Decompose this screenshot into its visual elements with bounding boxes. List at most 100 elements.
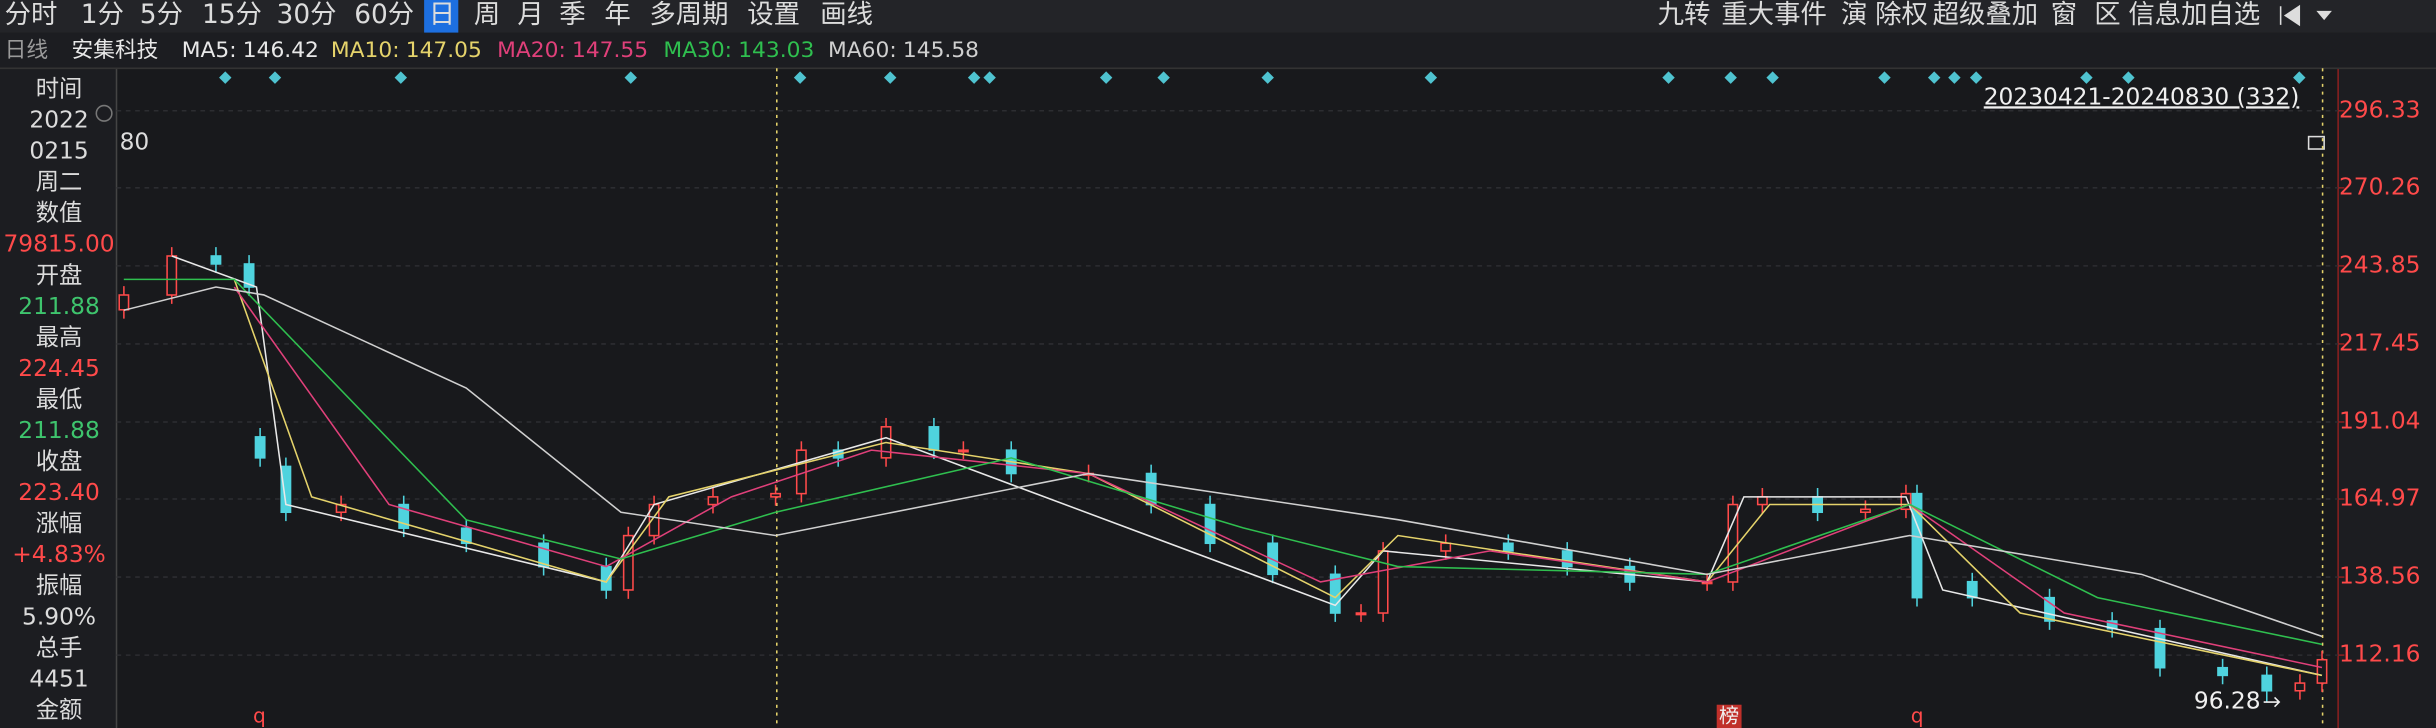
info-item: +4.83%	[12, 541, 106, 568]
low-label: 96.28	[2194, 688, 2261, 715]
dynamic-layer: 分时 1分 5分 15分 30分 60分日周月季年多周期 设置 画线 九转 重大事件演除权 超级叠加…	[3, 0, 2420, 728]
period-tab[interactable]: 画线	[820, 0, 873, 30]
lock-icon[interactable]	[2307, 135, 2325, 150]
period-tab[interactable]: 年	[604, 0, 630, 30]
event-icon	[1948, 71, 1961, 84]
period-tab[interactable]: 季	[559, 0, 585, 30]
period-tab[interactable]: 周	[474, 0, 500, 30]
info-item: 224.45	[18, 355, 100, 382]
candle-body	[1911, 492, 1923, 599]
y-tick-label: 112.16	[2339, 641, 2421, 668]
y-tick-label: 270.26	[2339, 173, 2421, 200]
candle-body	[770, 492, 782, 498]
candle-body	[2261, 674, 2273, 692]
legend-value: 143.03	[738, 38, 814, 63]
candle-body	[166, 255, 178, 296]
event-icon	[2122, 71, 2135, 84]
info-item: 振幅	[36, 572, 83, 599]
period-tab[interactable]: 设置	[747, 0, 800, 30]
candle-body	[1756, 496, 1768, 506]
info-item: 211.88	[18, 293, 100, 320]
info-item: 开盘	[36, 262, 83, 289]
info-item: 5.90%	[22, 603, 96, 630]
candle-body	[1355, 612, 1367, 616]
period-tab[interactable]: 5分	[140, 0, 183, 30]
candle-body	[622, 534, 634, 591]
candle-body	[707, 496, 719, 506]
event-icon	[1157, 71, 1170, 84]
active-tab	[424, 0, 459, 33]
legend-entry: MA10: 147.05	[331, 38, 482, 63]
candle-body	[957, 449, 969, 453]
event-icon	[1261, 71, 1274, 84]
candle-body	[2044, 596, 2055, 622]
candle-body	[460, 527, 472, 545]
ma-line	[123, 286, 2323, 638]
period-tab[interactable]: 月	[517, 0, 543, 30]
event-icon	[1424, 71, 1438, 84]
info-item: 4451	[29, 665, 88, 692]
settings-icon[interactable]	[95, 104, 113, 122]
tool-button[interactable]: 九转	[1658, 0, 1711, 30]
tool-button[interactable]: 演	[1841, 0, 1867, 30]
event-icon	[967, 71, 981, 84]
tool-button[interactable]: 区	[2094, 0, 2120, 30]
candle-body	[335, 503, 347, 514]
tool-button[interactable]: 除权	[1875, 0, 1928, 30]
y-tick-label: 217.45	[2339, 329, 2421, 356]
period-label: 日线	[5, 38, 49, 63]
marker-bg	[1716, 704, 1742, 728]
period-tab[interactable]: 30分	[277, 0, 337, 30]
legend-entry: MA60: 145.58	[828, 38, 979, 63]
candle-body	[1860, 508, 1871, 514]
candle-body	[1377, 550, 1389, 614]
candle-body	[243, 263, 255, 288]
info-item: 涨幅	[36, 510, 83, 537]
info-item: 金额	[36, 696, 83, 723]
event-icon	[983, 71, 996, 84]
event-icon	[1662, 71, 1675, 84]
toolbar	[0, 0, 2436, 33]
y-tick-label: 138.56	[2339, 563, 2421, 590]
y-tick-label: 164.97	[2339, 485, 2421, 512]
event-icon	[2293, 71, 2306, 84]
candle-body	[210, 255, 222, 265]
y-tick-label: 191.04	[2339, 407, 2421, 434]
info-item: 总手	[36, 634, 83, 661]
tool-button[interactable]: 信息加自选	[2128, 0, 2260, 30]
info-item: 211.88	[18, 417, 100, 444]
period-tab[interactable]: 日	[429, 0, 455, 30]
ma-line	[171, 255, 2323, 677]
high-note: 80	[120, 128, 150, 155]
info-item: 79815.00	[3, 231, 114, 258]
period-tab[interactable]: 1分	[81, 0, 124, 30]
legend-entry: MA30: 143.03	[663, 38, 814, 63]
ma-line	[123, 278, 2323, 646]
period-tab[interactable]: 15分	[202, 0, 262, 30]
period-tab[interactable]: 60分	[354, 0, 414, 30]
info-item: 223.40	[18, 479, 100, 506]
legend-name: MA30:	[663, 38, 732, 63]
info-item: 最低	[36, 386, 83, 413]
period-tab[interactable]: 多周期	[649, 0, 728, 30]
tool-button[interactable]: 超级叠加	[1933, 0, 2039, 30]
event-icon	[1878, 71, 1891, 84]
ma-line	[233, 286, 2323, 669]
event-icon	[793, 71, 807, 84]
candle-body	[1502, 542, 1514, 552]
nav-icon[interactable]	[2279, 4, 2301, 27]
y-tick-label: 296.33	[2339, 96, 2421, 123]
tool-button[interactable]: 窗	[2051, 0, 2077, 30]
candle-body	[2316, 658, 2328, 684]
dropdown-icon[interactable]	[2316, 10, 2332, 21]
tool-button[interactable]: 重大事件	[1721, 0, 1827, 30]
event-icon	[2080, 71, 2093, 84]
event-icon	[1969, 71, 1983, 84]
event-icon	[1766, 71, 1779, 84]
legend-name: MA60:	[828, 38, 897, 63]
legend-value: 145.58	[903, 38, 979, 63]
legend-entry: MA20: 147.55	[497, 38, 648, 63]
period-tab[interactable]: 分时	[5, 0, 58, 30]
candle-body	[1204, 503, 1216, 545]
stock-name: 安集科技	[71, 38, 158, 63]
